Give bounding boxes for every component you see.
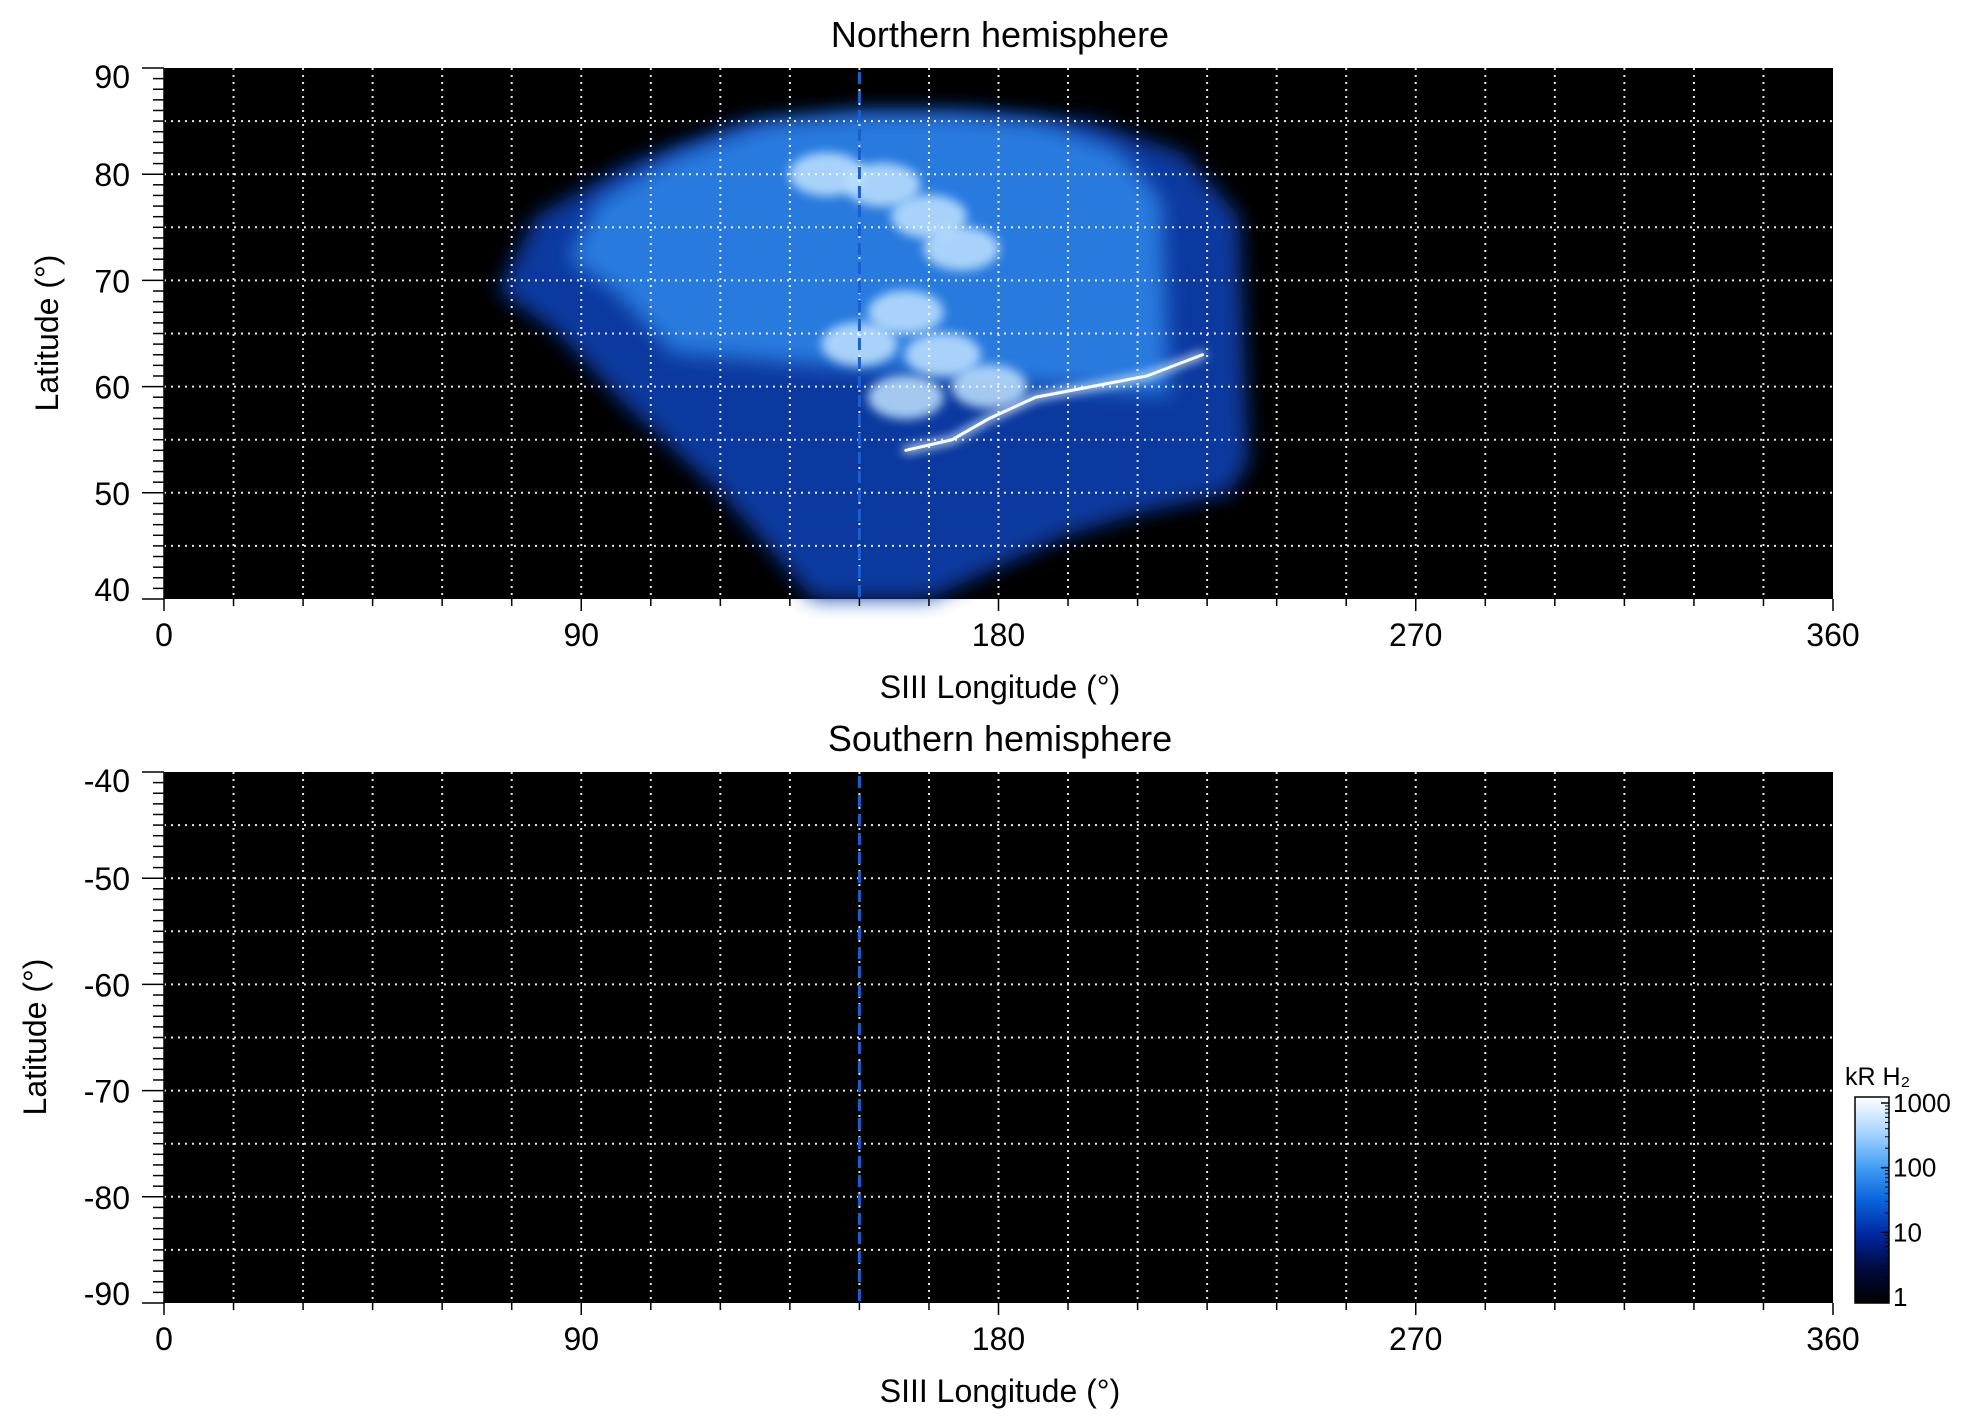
y-tick-label: -50 xyxy=(84,861,130,897)
panel-southern: Southern hemisphere -40 -50 -60 -70 -80 -90 0… xyxy=(17,718,1860,1409)
colorbar-title: kR H₂ xyxy=(1845,1063,1910,1091)
y-tick-label: 40 xyxy=(94,572,130,608)
colorbar-tick-label: 1000 xyxy=(1893,1088,1951,1118)
x-tick-label: 180 xyxy=(972,1321,1025,1357)
emission-bright-spot xyxy=(904,332,981,377)
panel-northern: Northern hemisphere 90 80 70 60 50 40 0 90 180 2… xyxy=(29,14,1860,705)
northern-x-tick-labels: 0 90 180 270 360 xyxy=(155,617,1860,653)
y-tick-label: 90 xyxy=(94,59,130,95)
northern-y-tick-labels: 90 80 70 60 50 40 xyxy=(94,59,130,608)
x-tick-label: 270 xyxy=(1389,617,1442,653)
colorbar-tick-labels: 1000 100 10 1 xyxy=(1893,1088,1951,1312)
northern-y-minor-ticks xyxy=(142,67,165,600)
x-tick-label: 360 xyxy=(1806,617,1859,653)
x-tick-label: 0 xyxy=(155,617,173,653)
y-tick-label: 70 xyxy=(94,263,130,299)
y-tick-label: -40 xyxy=(84,763,130,799)
emission-inner xyxy=(568,114,1170,396)
emission-bright-spot xyxy=(867,290,944,335)
colorbar-tick-label: 1 xyxy=(1893,1282,1907,1312)
x-tick-label: 90 xyxy=(563,617,599,653)
x-tick-label: 0 xyxy=(155,1321,173,1357)
northern-xlabel: SIII Longitude (°) xyxy=(880,669,1120,705)
northern-title: Northern hemisphere xyxy=(831,14,1169,55)
northern-emission xyxy=(497,110,1249,599)
x-tick-label: 360 xyxy=(1806,1321,1859,1357)
y-tick-label: 60 xyxy=(94,370,130,406)
southern-y-minor-ticks xyxy=(142,771,165,1304)
colorbar-gradient xyxy=(1854,1096,1890,1304)
y-tick-label: 50 xyxy=(94,476,130,512)
southern-x-ticks xyxy=(163,1303,1834,1315)
southern-grid xyxy=(164,772,1833,1303)
y-tick-label: -70 xyxy=(84,1074,130,1110)
emission-bright-spot xyxy=(867,375,944,420)
x-tick-label: 90 xyxy=(563,1321,599,1357)
emission-bright-spot xyxy=(951,364,1028,409)
northern-x-ticks xyxy=(163,599,1834,611)
southern-title: Southern hemisphere xyxy=(828,718,1172,759)
southern-x-tick-labels: 0 90 180 270 360 xyxy=(155,1321,1860,1357)
y-tick-label: -90 xyxy=(84,1276,130,1312)
y-tick-label: 80 xyxy=(94,157,130,193)
x-tick-label: 180 xyxy=(972,617,1025,653)
x-tick-label: 270 xyxy=(1389,1321,1442,1357)
colorbar-tick-label: 100 xyxy=(1893,1153,1936,1183)
y-tick-label: -80 xyxy=(84,1180,130,1216)
colorbar: kR H₂ 1000 100 10 1 xyxy=(1845,1063,1951,1312)
southern-y-tick-labels: -40 -50 -60 -70 -80 -90 xyxy=(84,763,130,1312)
y-tick-label: -60 xyxy=(84,967,130,1003)
southern-ylabel: Latitude (°) xyxy=(17,959,53,1116)
emission-main-oval-core xyxy=(904,353,1204,452)
colorbar-ticks xyxy=(1881,1102,1889,1298)
emission-bright-spot xyxy=(844,162,921,207)
northern-ylabel: Latitude (°) xyxy=(29,255,65,412)
southern-xlabel: SIII Longitude (°) xyxy=(880,1373,1120,1409)
colorbar-tick-label: 10 xyxy=(1893,1217,1922,1247)
emission-bright-spot xyxy=(923,226,1000,271)
